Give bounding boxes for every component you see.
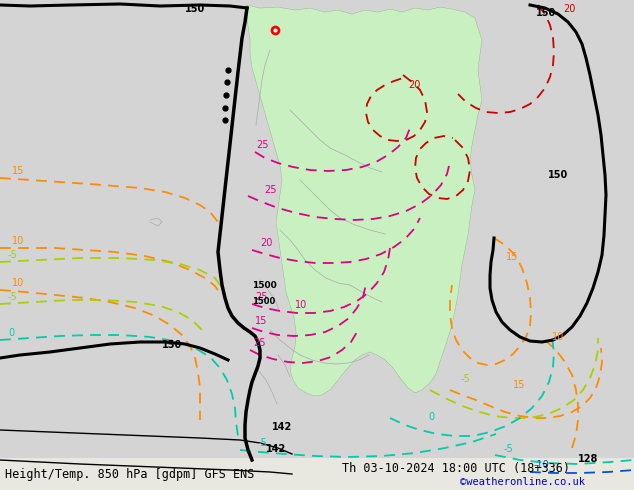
Text: 10: 10: [295, 300, 307, 310]
Text: 25: 25: [256, 140, 269, 150]
Text: 25: 25: [255, 292, 268, 302]
Text: 20: 20: [563, 4, 576, 14]
Text: -10: -10: [534, 460, 550, 470]
Text: 128: 128: [578, 454, 598, 464]
Text: -5: -5: [258, 438, 268, 448]
Text: 10: 10: [12, 278, 24, 288]
Text: 15: 15: [506, 252, 519, 262]
Text: 10: 10: [552, 332, 564, 342]
Text: 150: 150: [185, 4, 205, 14]
Polygon shape: [247, 5, 482, 396]
Text: 25: 25: [253, 338, 266, 348]
Text: 1500: 1500: [252, 281, 277, 290]
Text: 15: 15: [255, 316, 268, 326]
Text: 150: 150: [162, 340, 182, 350]
Text: Height/Temp. 850 hPa [gdpm] GFS ENS: Height/Temp. 850 hPa [gdpm] GFS ENS: [5, 467, 254, 481]
Text: 15: 15: [513, 380, 526, 390]
Text: 15: 15: [12, 166, 24, 176]
Bar: [0, 458, 634, 490]
Text: 0: 0: [8, 328, 14, 338]
Text: 20: 20: [260, 238, 273, 248]
Text: 10: 10: [12, 236, 24, 246]
Text: -5: -5: [8, 292, 18, 302]
Text: 150: 150: [536, 8, 556, 18]
Text: 142: 142: [272, 422, 292, 432]
Text: 20: 20: [408, 80, 420, 90]
Text: -5: -5: [461, 374, 471, 384]
Text: -5: -5: [8, 250, 18, 260]
Text: 0: 0: [428, 412, 434, 422]
Text: 25: 25: [264, 185, 276, 195]
Text: 1500: 1500: [252, 297, 275, 306]
Text: 142: 142: [266, 444, 286, 454]
Text: Th 03-10-2024 18:00 UTC (18+336): Th 03-10-2024 18:00 UTC (18+336): [342, 462, 570, 474]
Text: 150: 150: [548, 170, 568, 180]
Text: ©weatheronline.co.uk: ©weatheronline.co.uk: [460, 477, 585, 487]
Text: -5: -5: [504, 444, 514, 454]
